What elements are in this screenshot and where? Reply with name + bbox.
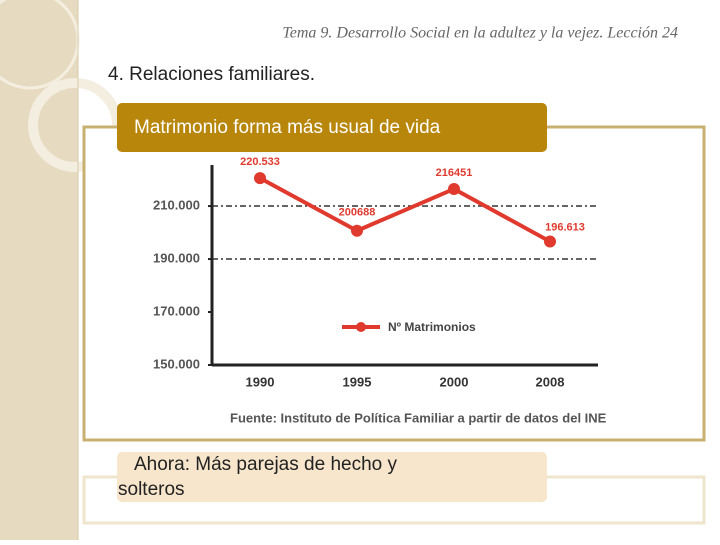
legend-label: Nº Matrimonios [388, 320, 476, 334]
x-tick-label: 2008 [536, 374, 565, 389]
note-text: solteros [118, 479, 185, 500]
value-label: 220.533 [240, 156, 280, 168]
data-point [544, 235, 556, 248]
note-box [117, 452, 547, 502]
legend-marker [356, 322, 366, 332]
value-label: 196.613 [545, 221, 585, 233]
box-title: Matrimonio forma más usual de vida [134, 117, 441, 138]
value-label: 200688 [339, 207, 376, 219]
data-line [259, 176, 551, 244]
y-tick-label: 170.000 [153, 303, 200, 318]
x-tick-label: 2000 [440, 374, 469, 389]
data-point [254, 172, 266, 185]
note-text: Ahora: Más parejas de hecho y [134, 454, 397, 475]
slide-header: Tema 9. Desarrollo Social en la adultez … [282, 25, 678, 42]
title-box [117, 103, 547, 152]
chart-source: Fuente: Instituto de Política Familiar a… [230, 410, 607, 425]
x-tick-label: 1995 [343, 374, 372, 389]
value-label: 216451 [436, 167, 473, 179]
side-strip [0, 0, 78, 540]
x-tick-label: 1990 [246, 374, 275, 389]
chart-frame [82, 125, 706, 442]
y-tick-label: 190.000 [153, 250, 200, 265]
data-point [351, 224, 363, 237]
y-tick-label: 150.000 [153, 356, 200, 371]
section-heading: 4. Relaciones familiares. [108, 64, 315, 85]
y-tick-label: 210.000 [153, 197, 200, 212]
chart: 150.000 170.000 190.000 210.000 1990 1995 2000… [153, 156, 607, 425]
data-point [448, 182, 460, 195]
